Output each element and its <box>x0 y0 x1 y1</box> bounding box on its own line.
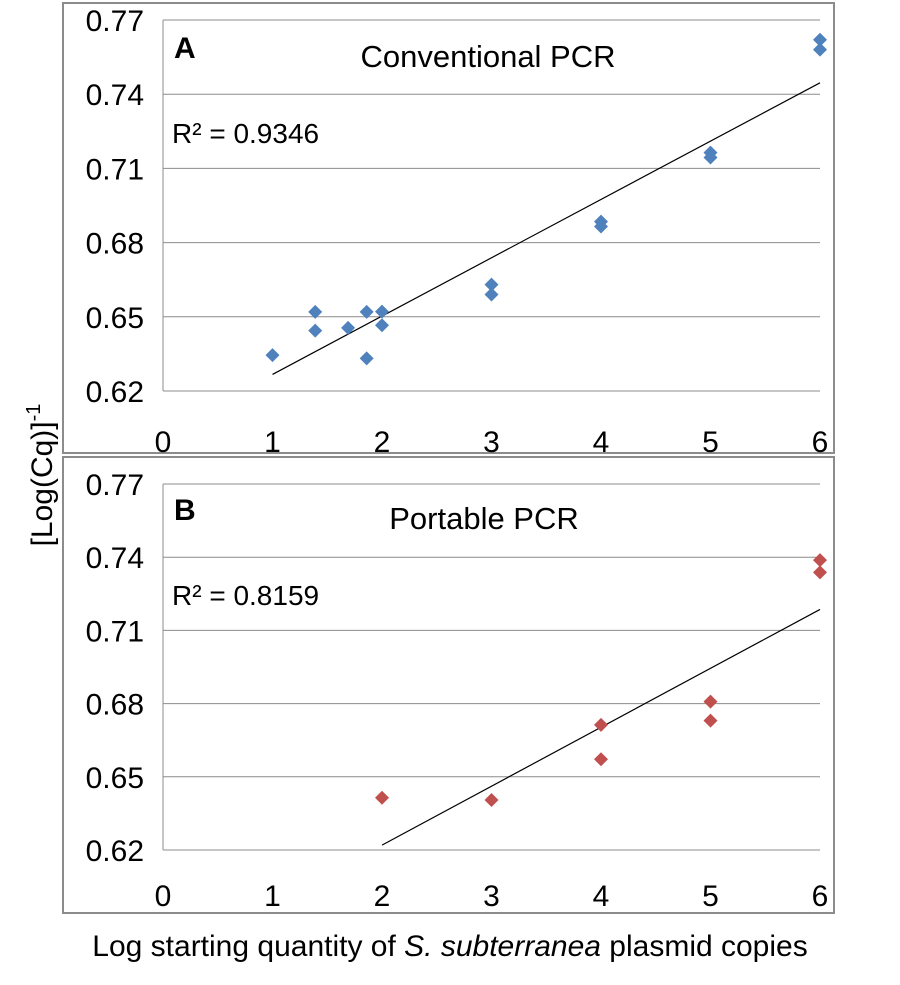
panel-a-x-tick-0: 0 <box>155 426 172 459</box>
panel-a-x-tick-1: 1 <box>264 426 281 459</box>
panel-a-y-tick-0: 0.62 <box>86 376 144 409</box>
panel-a-gridlines <box>162 19 820 392</box>
panel-a-x-tick-3: 3 <box>483 426 500 459</box>
panel-b-letter: B <box>174 494 196 527</box>
panel-a-y-tick-2: 0.68 <box>86 228 144 261</box>
panel-a-data-point-0 <box>265 348 280 363</box>
panel-b-y-tick-5: 0.77 <box>86 469 144 502</box>
y-axis-label-superscript: -1 <box>23 404 45 422</box>
panel-b-gridlines <box>162 483 820 851</box>
panel-a-y-tick-4: 0.74 <box>86 79 144 112</box>
panel-b-data-point-0 <box>375 790 389 805</box>
panel-a-frame <box>62 2 835 454</box>
panel-b-r-squared: R² = 0.8159 <box>172 580 319 611</box>
panel-b-data-points <box>375 553 827 807</box>
x-axis-label-species: S. subterranea <box>404 930 601 963</box>
panel-b-frame <box>62 456 835 914</box>
panel-a-data-points <box>265 32 827 366</box>
panel-b-x-tick-labels: 0 1 2 3 4 5 6 <box>155 880 829 913</box>
panel-a-y-tick-1: 0.65 <box>86 302 144 335</box>
panel-b-y-tick-2: 0.68 <box>86 689 144 722</box>
panel-a-title: Conventional PCR <box>360 39 615 74</box>
panel-a-data-point-6 <box>375 304 389 319</box>
panel-b-y-tick-3: 0.71 <box>86 615 144 648</box>
x-axis-label-prefix: Log starting quantity of <box>92 930 404 963</box>
panel-a-x-tick-labels: 0 1 2 3 4 5 6 <box>155 426 829 459</box>
panel-b-data-point-5 <box>703 713 718 728</box>
panel-a-letter: A <box>174 32 196 65</box>
panel-a-r-squared: R² = 0.9346 <box>172 118 319 149</box>
panel-b-y-tick-0: 0.62 <box>86 835 144 868</box>
x-axis-label-suffix: plasmid copies <box>601 930 808 963</box>
panel-b: 0.62 0.65 0.68 0.71 0.74 0.77 0 1 2 3 4 5 6 B Porta… <box>62 456 835 914</box>
panel-a-x-tick-6: 6 <box>812 426 829 459</box>
panel-a-data-point-2 <box>308 323 323 338</box>
panel-a-data-point-13 <box>703 150 718 165</box>
x-axis-label: Log starting quantity of S. subterranea … <box>92 930 807 963</box>
panel-a-data-point-9 <box>484 287 499 302</box>
panel-a-y-tick-3: 0.71 <box>86 153 144 186</box>
panel-b-y-tick-1: 0.65 <box>86 762 144 795</box>
panel-a-data-point-1 <box>308 304 323 319</box>
panel-b-data-point-3 <box>594 752 608 767</box>
panel-b-x-tick-5: 5 <box>702 880 719 913</box>
panel-a-trendline <box>272 82 821 375</box>
panel-a-y-tick-5: 0.77 <box>86 5 144 38</box>
panel-a-data-point-5 <box>359 351 374 366</box>
panel-b-data-point-7 <box>813 565 827 580</box>
panel-a-data-point-15 <box>813 42 827 57</box>
panel-b-title: Portable PCR <box>389 501 579 536</box>
panel-b-x-tick-6: 6 <box>812 880 829 913</box>
panel-a: 0.62 0.65 0.68 0.71 0.74 0.77 0 1 2 3 4 5 6 A Conve… <box>62 2 835 459</box>
panel-a-y-tick-labels: 0.62 0.65 0.68 0.71 0.74 0.77 <box>86 5 144 409</box>
panel-b-data-point-2 <box>594 717 608 732</box>
panel-a-x-tick-4: 4 <box>593 426 610 459</box>
panel-b-y-tick-4: 0.74 <box>86 542 144 575</box>
panel-a-data-point-7 <box>375 318 389 333</box>
panel-b-data-point-6 <box>813 553 827 568</box>
y-axis-label-main: [Log(Cq)] <box>26 421 59 546</box>
panel-a-data-point-11 <box>594 219 608 234</box>
panel-b-data-point-1 <box>484 792 499 807</box>
panel-a-data-point-3 <box>341 320 356 335</box>
y-axis-label: [Log(Cq)]-1 <box>23 404 59 547</box>
panel-a-data-point-4 <box>359 304 374 319</box>
panel-a-data-point-8 <box>484 277 499 292</box>
panel-b-x-tick-3: 3 <box>483 880 500 913</box>
panel-b-data-point-4 <box>703 694 718 709</box>
panel-b-x-tick-4: 4 <box>593 880 610 913</box>
panel-b-x-tick-1: 1 <box>264 880 281 913</box>
panel-b-x-tick-0: 0 <box>155 880 172 913</box>
panel-a-x-tick-5: 5 <box>702 426 719 459</box>
panel-a-data-point-14 <box>813 32 827 47</box>
panel-a-x-tick-2: 2 <box>374 426 391 459</box>
panel-b-x-tick-2: 2 <box>374 880 391 913</box>
panel-b-y-tick-labels: 0.62 0.65 0.68 0.71 0.74 0.77 <box>86 469 144 868</box>
